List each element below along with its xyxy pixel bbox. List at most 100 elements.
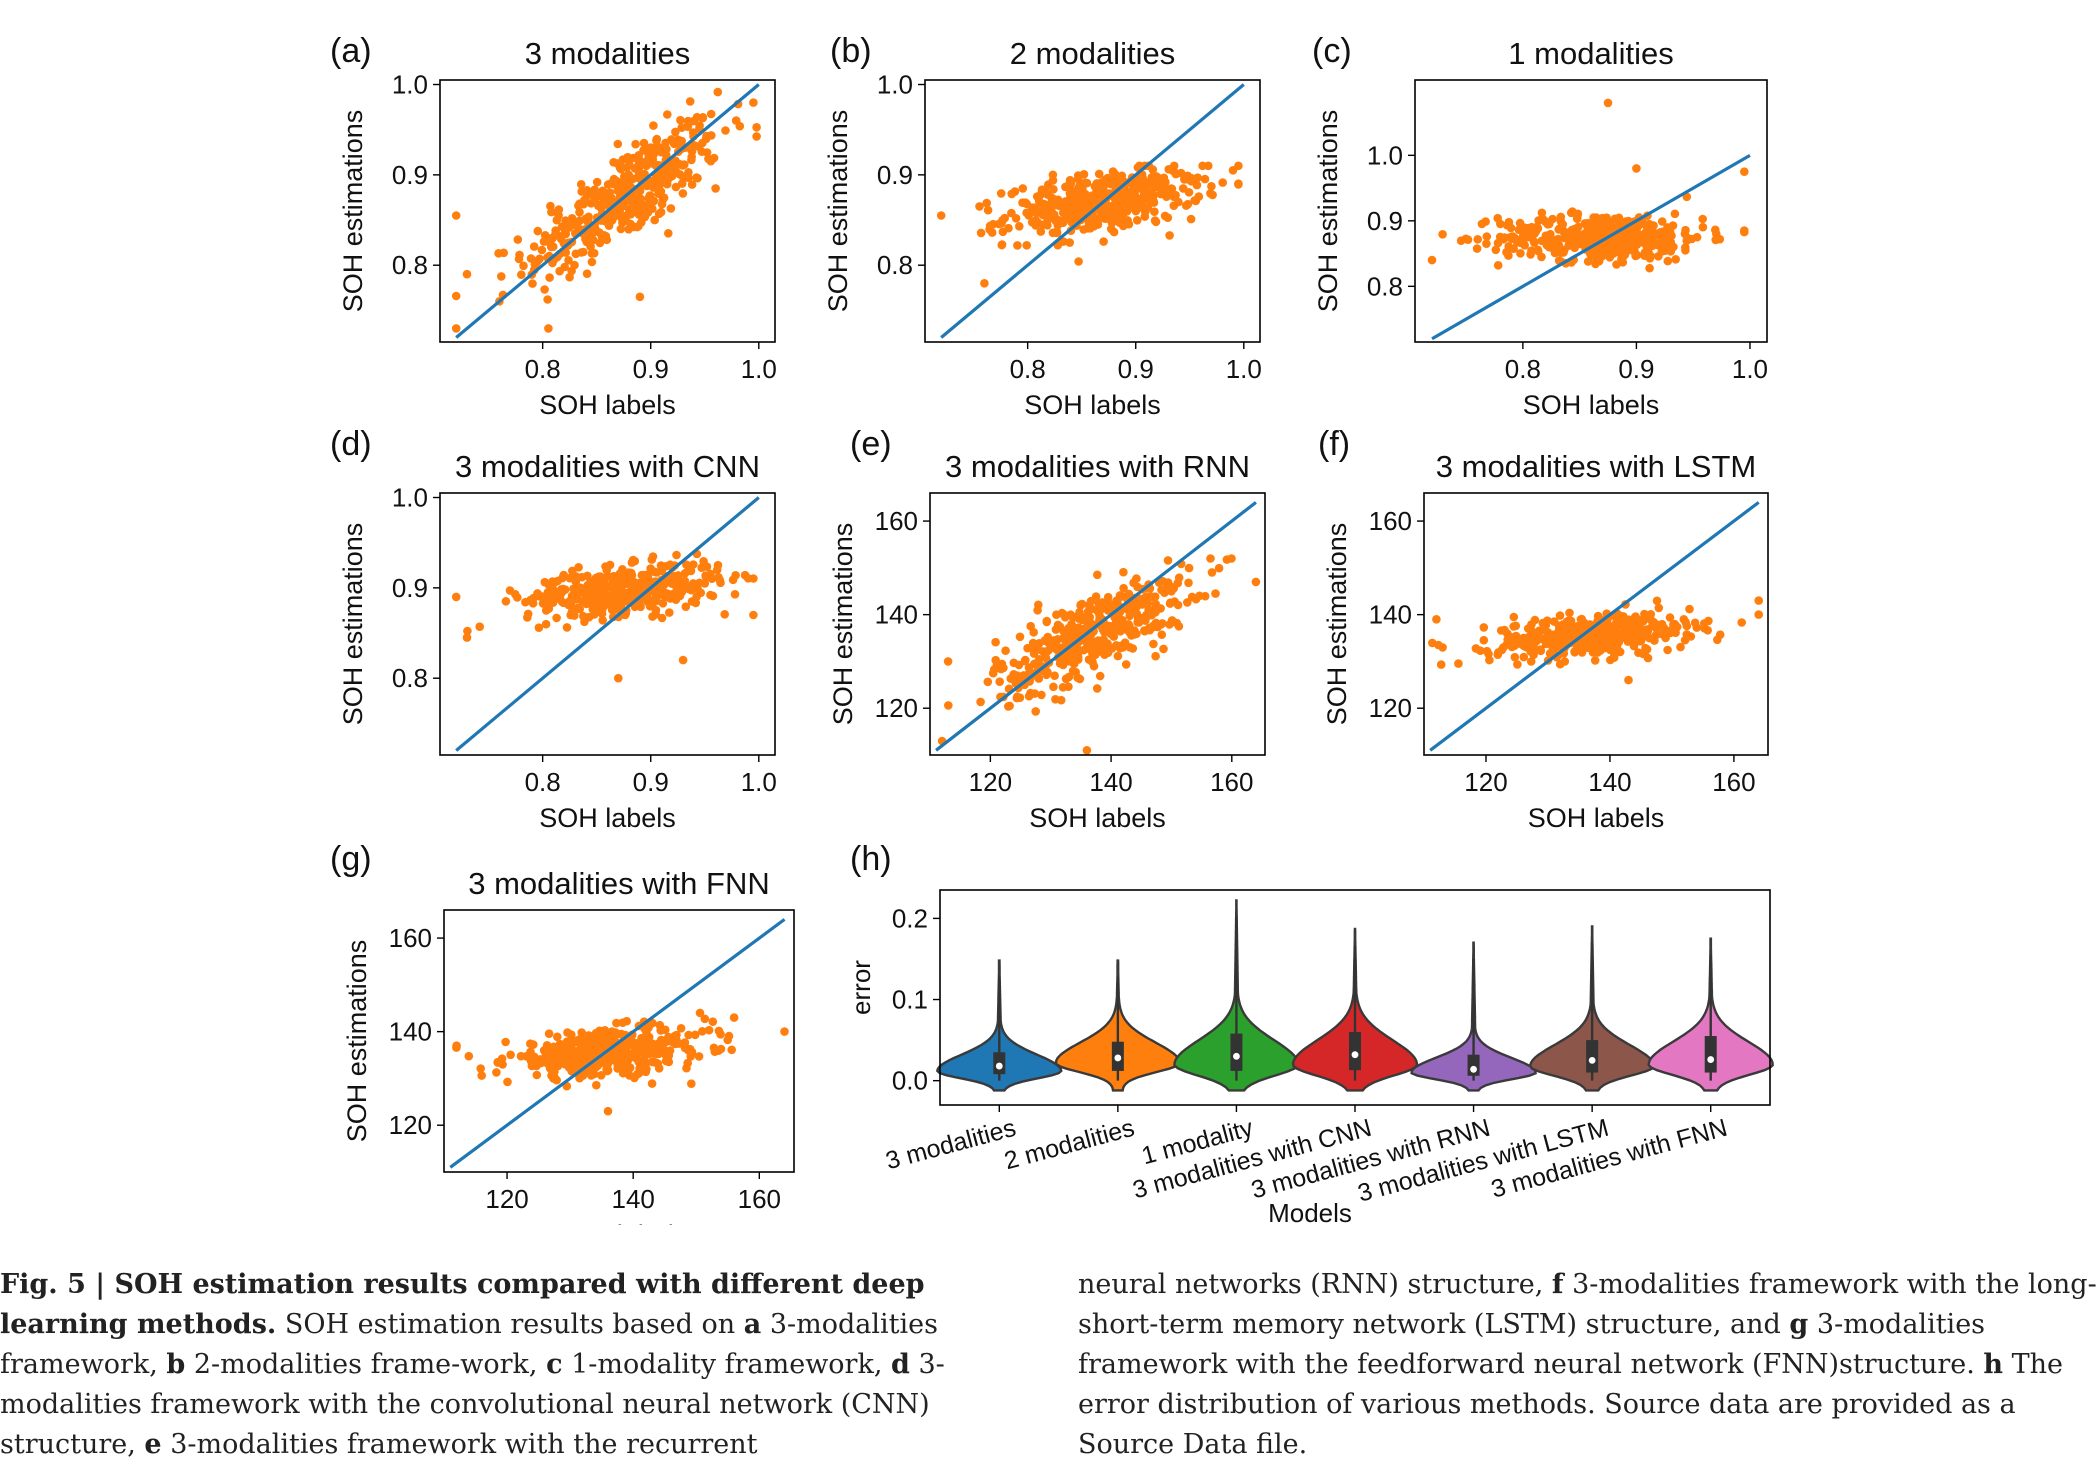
scatter-point [644,1032,654,1042]
scatter-point [1637,627,1647,637]
scatter-panel-4: (d) 3 modalities with CNN 0.8 0.9 1.0 0.8 0.9 1… [330,425,777,833]
violin-iqr-box [1704,1036,1717,1073]
scatter-point [493,1058,503,1067]
scatter-point [1151,651,1160,661]
scatter-point [1543,637,1553,647]
scatter-point [980,279,989,288]
scatter-point [596,1033,606,1043]
scatter-point [1590,656,1600,665]
scatter-panel-5: (e) 3 modalities with RNN 120 140 160 120 140 1… [828,425,1266,833]
scatter-point [1698,222,1708,232]
scatter-point [462,269,472,279]
scatter-point [562,1037,572,1047]
y-tick-label: 0.9 [392,160,428,190]
scatter-point [1590,632,1600,641]
scatter-point [1668,221,1678,230]
x-axis-label: SOH labels [539,803,676,833]
scatter-point [654,189,663,198]
scatter-point [528,279,537,288]
scatter-point [936,211,946,220]
scatter-point [592,1080,601,1090]
scatter-point [506,1050,515,1060]
scatter-point [1007,189,1016,199]
scatter-point [1625,242,1635,251]
scatter-point [1692,232,1702,242]
scatter-point [598,616,607,625]
scatter-point [1593,611,1603,621]
plot-area [451,496,760,752]
caption-panel-letter: b [166,1349,186,1380]
scatter-point [1112,179,1122,189]
scatter-point [606,599,616,609]
scatter-point [1513,660,1522,669]
scatter-point [1432,615,1441,624]
scatter-point [1671,254,1680,264]
panel-label: (e) [850,425,892,463]
scatter-point [706,109,716,119]
caption-panel-letter: f [1551,1269,1564,1300]
scatter-point [681,602,691,611]
scatter-point [648,612,657,621]
scatter-point [711,184,720,193]
scatter-point [575,207,584,217]
scatter-point [1030,689,1040,698]
scatter-point [682,1063,691,1073]
x-tick-label: 2 modalities [1001,1114,1137,1176]
y-tick-label: 0.9 [1367,206,1403,236]
scatter-point [658,195,667,205]
scatter-point [575,199,584,208]
scatter-point [553,1032,562,1042]
scatter-point [1157,630,1167,639]
scatter-point [1515,236,1524,246]
scatter-point [1516,249,1525,258]
scatter-point [600,573,610,583]
scatter-point [595,238,605,248]
scatter-point [735,121,745,131]
scatter-point [1643,653,1653,663]
scatter-point [664,229,673,238]
scatter-point [1169,201,1179,210]
scatter-point [632,222,642,232]
violin-5 [1410,941,1537,1092]
scatter-point [1119,583,1128,593]
scatter-point [1632,164,1641,173]
chart-title: 3 modalities with FNN [468,866,769,901]
scatter-point [573,594,582,604]
scatter-point [464,1051,474,1061]
scatter-point [666,1036,675,1046]
y-tick-label: 0.1 [892,985,928,1015]
scatter-point [1147,179,1157,188]
scatter-point [618,155,628,164]
scatter-point [1584,229,1594,239]
y-tick-label: 120 [1369,693,1412,723]
scatter-point [630,164,640,173]
scatter-point [1092,684,1102,693]
scatter-point [1066,629,1075,639]
x-tick-label: 0.8 [1505,354,1541,384]
scatter-point [613,139,623,149]
scatter-point [476,1064,486,1073]
scatter-point [1660,246,1670,255]
scatter-point [1652,596,1662,606]
scatter-point [1036,189,1046,199]
scatter-point [1482,232,1492,241]
scatter-point [570,584,579,593]
scatter-point [1066,215,1075,225]
y-tick-label: 120 [389,1110,432,1140]
identity-line [449,918,786,1169]
scatter-point [1064,180,1074,189]
x-tick-label: 0.8 [1010,354,1046,384]
x-tick-label: 1.0 [741,354,777,384]
scatter-point [1511,621,1521,631]
x-axis-label: SOH labels [1523,390,1660,420]
y-axis-label: SOH estimations [338,110,368,313]
scatter-point [1627,624,1636,634]
scatter-point [567,1067,576,1076]
scatter-point [1665,613,1675,622]
scatter-point [1103,592,1113,602]
scatter-point [1482,239,1491,248]
chart-title: 2 modalities [1010,36,1175,71]
scatter-point [617,593,626,602]
scatter-point [1096,178,1106,187]
scatter-point [1554,224,1564,234]
